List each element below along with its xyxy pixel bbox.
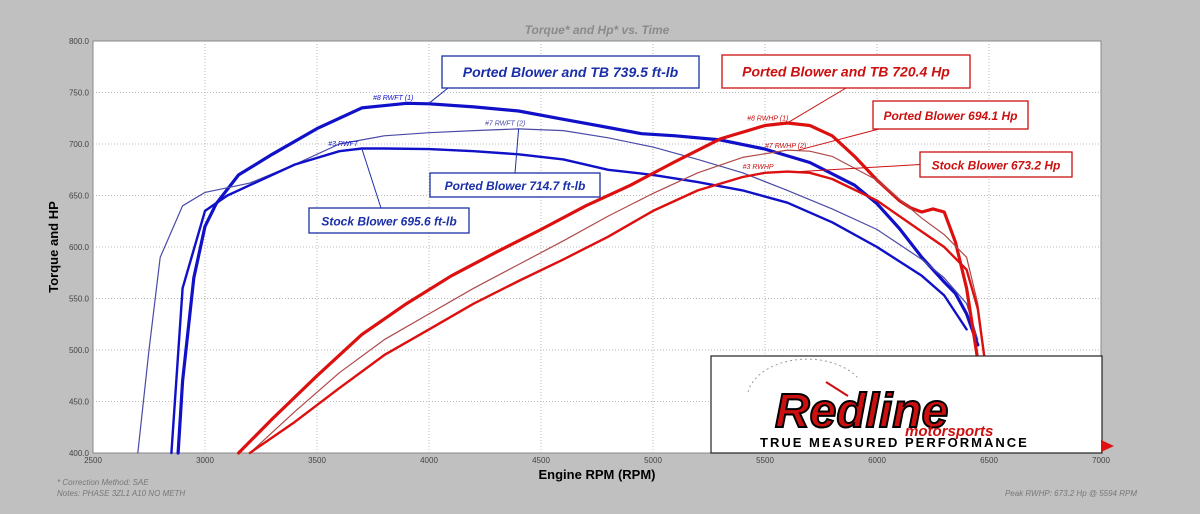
notes-text: Notes: PHASE 3ZL1 A10 NO METH — [57, 489, 185, 498]
callout: Ported Blower 714.7 ft-lb — [429, 128, 601, 198]
x-tick-label: 6000 — [868, 456, 886, 465]
series-line-hp — [249, 149, 990, 454]
tachometer-arc-icon — [747, 358, 859, 393]
callout-leader — [798, 128, 880, 151]
y-tick-label: 700.0 — [69, 140, 90, 149]
curve-label: #8 RWHP (1) — [747, 115, 788, 122]
correction-note: * Correction Method: SAE — [57, 478, 149, 487]
curve-label: #3 RWFT — [328, 141, 359, 148]
curve-label: #3 RWHP — [743, 164, 774, 171]
x-tick-label: 4500 — [532, 456, 550, 465]
x-tick-label: 6500 — [980, 456, 998, 465]
callout-leader — [428, 87, 449, 104]
peak-readout: Peak RWHP: 673.2 Hp @ 5594 RPM — [1005, 489, 1137, 498]
y-tick-label: 550.0 — [69, 295, 90, 304]
logo-sub-text: motorsports — [905, 423, 993, 440]
callout: Ported Blower and TB 739.5 ft-lb — [428, 55, 700, 104]
x-tick-label: 3000 — [196, 456, 214, 465]
curve-label: #7 RWFT (2) — [485, 121, 525, 128]
logo-tagline: TRUE MEASURED PERFORMANCE — [760, 435, 1029, 450]
y-axis-label: Torque and HP — [46, 201, 61, 293]
callout-leader — [361, 148, 382, 209]
chart-title: Torque* and Hp* vs. Time — [525, 23, 670, 37]
callout-box — [441, 55, 700, 89]
x-tick-label: 5500 — [756, 456, 774, 465]
callout-text: Stock Blower 673.2 Hp — [932, 159, 1061, 173]
callout-text: Ported Blower 714.7 ft-lb — [445, 179, 586, 193]
tachometer-needle-icon — [825, 381, 849, 397]
y-tick-label: 450.0 — [69, 398, 90, 407]
x-tick-label: 4000 — [420, 456, 438, 465]
axis-ticks: 2500 3000 3500 4000 4500 5000 5500 6000 6500 7000… — [69, 37, 1110, 465]
callout-leader — [787, 87, 847, 124]
x-axis-label: Engine RPM (RPM) — [539, 467, 656, 482]
y-tick-label: 400.0 — [69, 449, 90, 458]
y-tick-label: 800.0 — [69, 37, 90, 46]
callout: Ported Blower and TB 720.4 Hp — [721, 54, 971, 124]
callout-box — [872, 100, 1029, 130]
y-tick-label: 750.0 — [69, 89, 90, 98]
series-line-torque — [176, 101, 980, 455]
y-tick-label: 500.0 — [69, 346, 90, 355]
callout-box — [721, 54, 971, 89]
callout-text: Stock Blower 695.6 ft-lb — [321, 215, 456, 229]
axis-arrow-icon — [1101, 440, 1114, 452]
grid — [93, 41, 1101, 453]
curve-label: #8 RWFT (1) — [373, 95, 413, 102]
curve-label: #7 RWHP (2) — [765, 143, 806, 150]
series-line-hp — [248, 170, 991, 455]
curve-labels: #8 RWFT (1) #7 RWFT (2) #3 RWFT #8 RWHP (1)… — [328, 95, 806, 171]
logo-box — [710, 355, 1103, 454]
callout: Stock Blower 695.6 ft-lb — [308, 148, 470, 234]
logo: Redline motorsports TRUE MEASURED PERFOR… — [710, 355, 1103, 454]
callout-leader — [798, 164, 921, 173]
callouts: Ported Blower and TB 739.5 ft-lb Ported B… — [308, 54, 1073, 234]
x-tick-label: 2500 — [84, 456, 102, 465]
series-layer — [137, 101, 991, 455]
x-tick-label: 3500 — [308, 456, 326, 465]
series-line-hp — [237, 121, 991, 455]
callout-box — [308, 207, 470, 234]
callout-box — [919, 151, 1073, 178]
x-tick-label: 5000 — [644, 456, 662, 465]
x-tick-label: 7000 — [1092, 456, 1110, 465]
series-line-torque — [170, 147, 968, 455]
callout-box — [429, 172, 601, 198]
callout-text: Ported Blower and TB 720.4 Hp — [742, 64, 950, 80]
callout: Ported Blower 694.1 Hp — [798, 100, 1029, 151]
y-tick-label: 650.0 — [69, 192, 90, 201]
callout-text: Ported Blower 694.1 Hp — [883, 109, 1017, 123]
callout-text: Ported Blower and TB 739.5 ft-lb — [463, 64, 679, 80]
callout-leader — [514, 128, 520, 174]
y-tick-label: 600.0 — [69, 243, 90, 252]
series-line-torque — [137, 128, 979, 454]
callout: Stock Blower 673.2 Hp — [798, 151, 1073, 178]
logo-main-text: Redline — [775, 385, 948, 438]
